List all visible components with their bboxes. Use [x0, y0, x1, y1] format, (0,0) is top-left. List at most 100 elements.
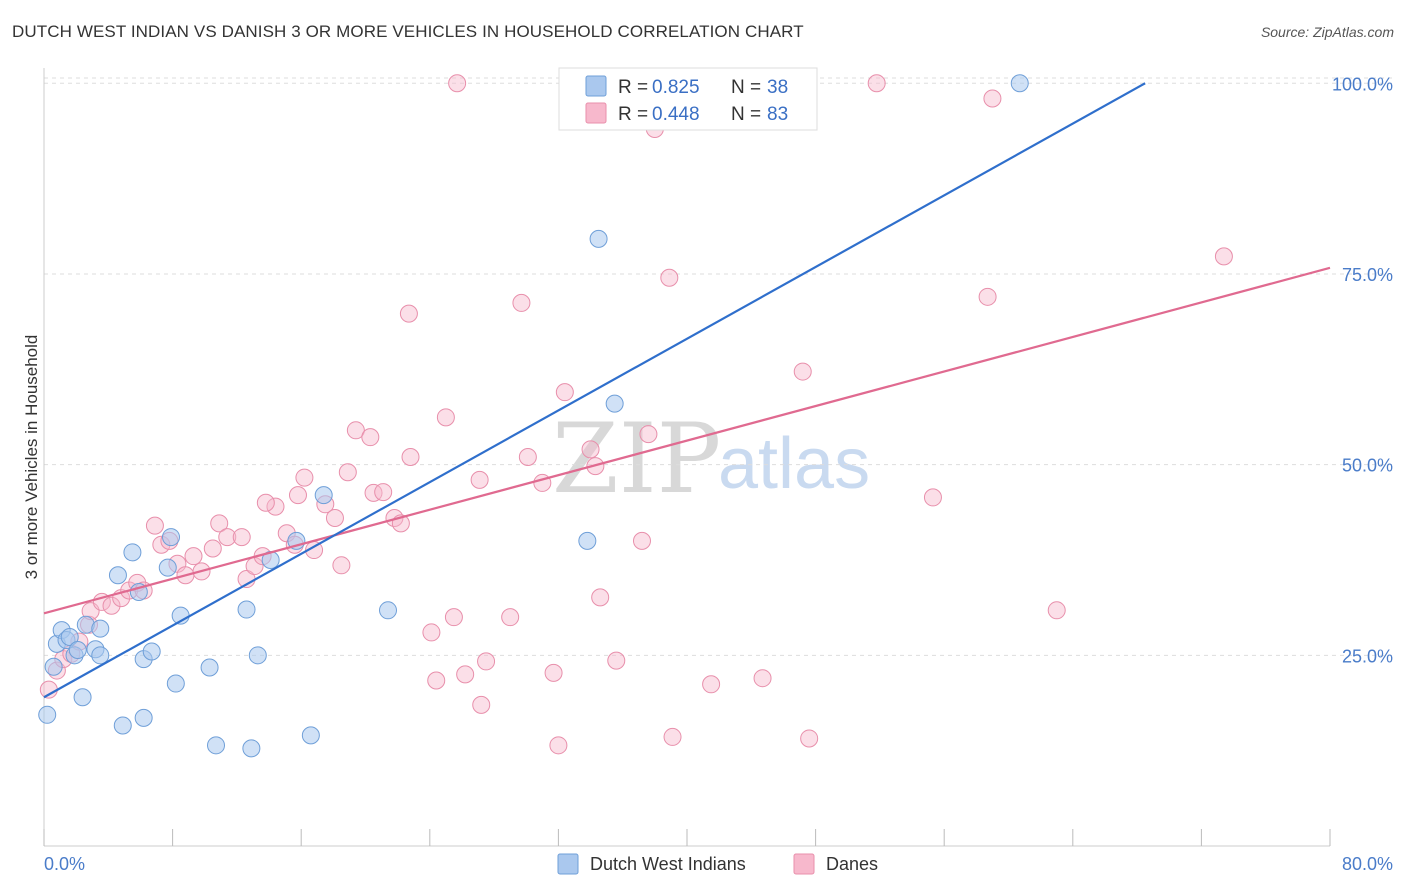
dutch-west-indians-point — [166, 674, 185, 693]
danes-point — [422, 623, 441, 642]
y-tick-label: 25.0% — [1342, 646, 1393, 666]
correlation-legend: R = 0.825 N = 38 R = 0.448 N = 83 — [558, 67, 818, 131]
danes-point — [436, 408, 455, 427]
danes-point — [203, 539, 222, 558]
danes-point — [477, 652, 496, 671]
danes-point — [549, 736, 568, 755]
dutch-west-indians-point — [242, 739, 261, 758]
legend-r-label-pink: R = — [618, 104, 648, 125]
danes-point — [399, 304, 418, 323]
y-tick-labels: 25.0% 50.0% 75.0% 100.0% — [1332, 74, 1393, 666]
danes-point — [632, 531, 651, 550]
danes-point — [218, 528, 237, 547]
dutch-west-indians-point — [113, 716, 132, 735]
danes-point — [660, 268, 679, 287]
danes-point — [793, 362, 812, 381]
dutch-west-indians-point — [578, 531, 597, 550]
danes-point — [232, 528, 251, 547]
danes-point — [800, 729, 819, 748]
danes-point — [983, 89, 1002, 108]
dutch-west-indians-point — [158, 558, 177, 577]
legend-r-label-blue: R = — [618, 77, 648, 98]
legend-r-value-pink: 0.448 — [652, 104, 700, 125]
danes-point — [184, 547, 203, 566]
legend-n-value-pink: 83 — [767, 104, 788, 125]
y-tick-label: 50.0% — [1342, 456, 1393, 476]
dutch-west-indians-point — [108, 566, 127, 585]
danes-point — [472, 695, 491, 714]
danes-point — [374, 483, 393, 502]
source-credit: Source: ZipAtlas.com — [1260, 24, 1394, 40]
danes-point — [978, 287, 997, 306]
dutch-west-indians-point — [91, 646, 110, 665]
y-tick-label: 75.0% — [1342, 265, 1393, 285]
danes-point — [702, 675, 721, 694]
danes-point — [266, 497, 285, 516]
dutch-west-indians-point — [605, 394, 624, 413]
dutch-west-indians-point — [134, 708, 153, 727]
x-tick-label-min: 0.0% — [44, 854, 85, 874]
danes-point — [518, 448, 537, 466]
dutch-west-indians-point — [379, 601, 398, 620]
danes-point — [295, 468, 314, 487]
danes-point — [607, 651, 626, 670]
dutch-west-indians-point — [142, 642, 161, 661]
dutch-west-indians-point — [123, 543, 142, 562]
dutch-west-indians-point — [200, 658, 219, 677]
dutch-west-indians-point — [44, 657, 63, 676]
danes-point — [256, 493, 275, 512]
bottom-legend-swatch-blue — [557, 853, 579, 875]
bottom-legend-label-pink: Danes — [826, 854, 878, 874]
dutch-west-indians-point — [161, 528, 180, 547]
dutch-west-indians-point — [91, 619, 110, 638]
danes-point — [544, 663, 563, 682]
danes-point — [581, 440, 600, 459]
dutch-west-indians-point — [237, 600, 256, 619]
danes-point — [401, 448, 420, 466]
legend-swatch-pink — [585, 102, 607, 124]
dutch-west-indians-point — [589, 229, 608, 248]
axes — [43, 68, 1331, 847]
dutch-west-indians-point — [207, 736, 226, 755]
y-tick-label: 100.0% — [1332, 74, 1393, 94]
danes-point — [867, 74, 886, 93]
danes-point — [325, 509, 344, 528]
danes-point — [1214, 247, 1233, 266]
dutch-west-indians-point — [38, 705, 57, 724]
dutch-west-indians-point — [314, 486, 333, 505]
danes-trend-line — [43, 266, 1331, 615]
series-legend: Dutch West Indians Danes — [557, 853, 878, 875]
danes-point — [923, 488, 942, 507]
dutch-west-indians-point — [248, 646, 267, 665]
danes-point — [501, 608, 520, 627]
chart-title: DUTCH WEST INDIAN VS DANISH 3 OR MORE VE… — [12, 22, 804, 41]
legend-n-label-pink: N = — [731, 104, 761, 125]
dutch-west-indians-point — [73, 688, 92, 707]
danes-point — [591, 588, 610, 607]
danes-point — [364, 483, 383, 502]
dutch-west-indians-point — [1010, 74, 1029, 93]
bottom-legend-swatch-pink — [793, 853, 815, 875]
y-axis-label: 3 or more Vehicles in Household — [22, 335, 41, 580]
danes-point — [145, 516, 164, 535]
danes-point — [346, 421, 365, 440]
dutch-west-indians-points — [38, 74, 1029, 758]
trend-lines — [43, 82, 1331, 699]
dutch-west-indians-point — [60, 628, 79, 647]
danes-point — [102, 596, 121, 615]
danes-point — [361, 428, 380, 447]
danes-point — [555, 383, 574, 402]
dutch-west-indians-point — [301, 726, 320, 745]
dutch-west-indians-point — [68, 640, 87, 659]
dutch-west-indians-trend-line — [43, 82, 1146, 699]
danes-point — [470, 470, 489, 489]
x-tick-label-max: 80.0% — [1342, 854, 1393, 874]
watermark-atlas: atlas — [718, 424, 870, 504]
danes-point — [427, 671, 446, 690]
danes-point — [456, 665, 475, 684]
danes-point — [639, 425, 658, 444]
legend-swatch-blue — [585, 75, 607, 97]
danes-point — [448, 74, 467, 93]
bottom-legend-label-blue: Dutch West Indians — [590, 854, 746, 874]
